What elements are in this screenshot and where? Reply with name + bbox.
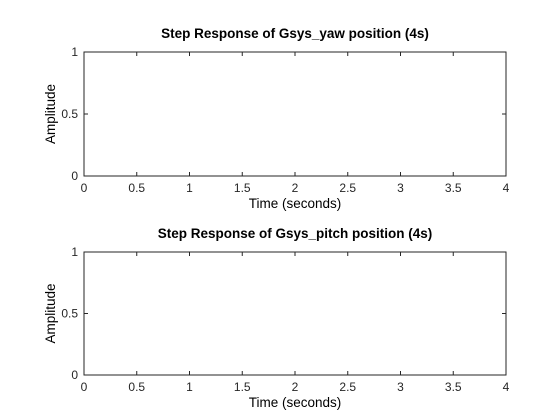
subplots: 0 0.5 1 1.5 2 2.5 3 3.5 4 0 0.5 1 Step Response of G… xyxy=(43,26,510,410)
x-tick-label: 1 xyxy=(186,181,193,195)
axes-frame xyxy=(83,251,507,376)
x-tick-label: 0 xyxy=(81,181,88,195)
y-axis-label: Amplitude xyxy=(43,84,58,144)
x-tick-label: 1.5 xyxy=(234,181,251,195)
y-tick-label: 0 xyxy=(71,368,78,382)
x-tick-label: 0 xyxy=(81,380,88,394)
x-tick-label: 3.5 xyxy=(445,380,462,394)
subplot-2: 0 0.5 1 1.5 2 2.5 3 3.5 4 0 0.5 1 Step Response of G… xyxy=(43,226,510,410)
x-tick-label: 2 xyxy=(292,380,299,394)
y-tick-label: 1 xyxy=(71,45,78,59)
x-tick-label: 4 xyxy=(503,380,510,394)
chart-title: Step Response of Gsys_pitch position (4s… xyxy=(158,226,433,241)
x-tick-label: 0.5 xyxy=(128,380,145,394)
subplot-1: 0 0.5 1 1.5 2 2.5 3 3.5 4 0 0.5 1 Step Response of G… xyxy=(43,26,510,211)
y-tick-label: 0 xyxy=(71,169,78,183)
x-tick-label: 2.5 xyxy=(339,380,356,394)
x-tick-label: 0.5 xyxy=(128,181,145,195)
x-tick-label: 3 xyxy=(397,380,404,394)
y-tick-label: 0.5 xyxy=(61,307,78,321)
x-tick-label: 2.5 xyxy=(339,181,356,195)
y-tick-label: 0.5 xyxy=(61,107,78,121)
chart-title: Step Response of Gsys_yaw position (4s) xyxy=(161,26,429,41)
x-tick-label: 3.5 xyxy=(445,181,462,195)
axes-frame xyxy=(83,51,507,177)
x-tick-label: 1.5 xyxy=(234,380,251,394)
x-tick-label: 1 xyxy=(186,380,193,394)
x-tick-label: 2 xyxy=(292,181,299,195)
x-axis-label: Time (seconds) xyxy=(249,395,342,410)
x-tick-label: 3 xyxy=(397,181,404,195)
x-axis-label: Time (seconds) xyxy=(249,196,342,211)
y-tick-label: 1 xyxy=(71,245,78,259)
y-axis-label: Amplitude xyxy=(43,283,58,343)
x-tick-label: 4 xyxy=(503,181,510,195)
